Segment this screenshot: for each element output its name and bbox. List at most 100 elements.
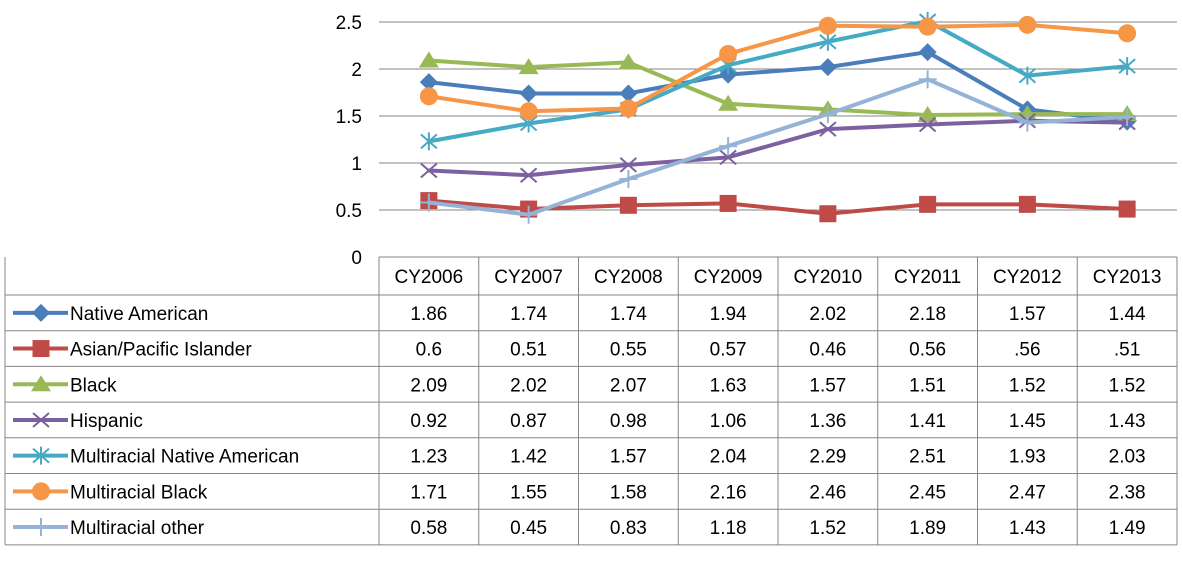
legend-key <box>13 518 68 537</box>
table-cell-value: 1.86 <box>410 304 447 325</box>
x-category-label: CY2012 <box>993 267 1062 288</box>
table-cell-value: 1.71 <box>410 482 447 503</box>
data-point <box>819 121 837 137</box>
table-cell-value: 0.98 <box>610 411 647 432</box>
table-cell-value: 1.74 <box>610 304 647 325</box>
y-tick-label: 1.5 <box>336 107 362 128</box>
data-point <box>917 106 938 123</box>
series-line <box>426 50 1130 124</box>
x-category-label: CY2011 <box>894 267 961 288</box>
series-name-label: Hispanic <box>70 411 143 432</box>
legend-key-marker <box>32 303 50 322</box>
legend-key <box>13 340 68 358</box>
table-cell-value: 1.43 <box>1009 518 1046 539</box>
table-cell-value: 1.51 <box>909 375 946 396</box>
table-cell-value: 1.41 <box>909 411 946 432</box>
table-cell-value: 2.04 <box>710 447 747 468</box>
legend-key <box>13 446 68 465</box>
data-point <box>719 149 737 166</box>
data-point <box>619 99 638 118</box>
table-cell-value: 0.51 <box>510 340 547 361</box>
legend-key <box>13 482 68 501</box>
table-cell-value: 2.46 <box>809 482 846 503</box>
y-tick-label: 1 <box>351 154 362 175</box>
table-cell-value: 2.03 <box>1109 447 1146 468</box>
table-cell-value: 1.45 <box>1009 411 1046 432</box>
table-cell-value: 0.92 <box>410 411 447 432</box>
data-point <box>1118 200 1136 218</box>
data-point <box>818 58 837 77</box>
data-point <box>918 43 937 62</box>
data-point <box>918 70 937 89</box>
data-point <box>918 116 937 133</box>
legend-key-marker <box>32 482 50 501</box>
legend-key <box>13 303 68 322</box>
data-point <box>518 58 539 75</box>
table-cell-value: 0.58 <box>410 518 447 539</box>
table-cell-value: 1.36 <box>809 411 846 432</box>
table-cell-value: 1.43 <box>1109 411 1146 432</box>
x-category-label: CY2008 <box>594 267 663 288</box>
data-point <box>819 205 837 223</box>
series-line <box>426 118 1130 178</box>
data-point <box>1018 66 1037 85</box>
table-cell-value: 0.45 <box>510 518 547 539</box>
x-category-label: CY2007 <box>494 267 563 288</box>
series-line <box>426 19 1130 144</box>
table-cell-value: 1.44 <box>1109 304 1146 325</box>
table-cell-value: 1.58 <box>610 482 647 503</box>
table-cell-value: 2.29 <box>809 447 846 468</box>
series-6 <box>419 70 1137 224</box>
table-cell-value: 1.74 <box>510 304 547 325</box>
data-point <box>519 102 538 121</box>
table-cell-value: 2.18 <box>909 304 946 325</box>
table-cell-value: 1.52 <box>1009 375 1046 396</box>
table-cell-value: 1.42 <box>510 447 547 468</box>
table-cell-value: 0.56 <box>909 340 946 361</box>
data-point <box>619 169 638 188</box>
table-cell-value: 1.57 <box>809 375 846 396</box>
table-cell-value: 1.89 <box>909 518 946 539</box>
series-line <box>426 77 1130 217</box>
x-category-label: CY2013 <box>1093 267 1162 288</box>
y-tick-label: 0 <box>351 248 362 269</box>
table-cell-value: 1.57 <box>1009 304 1046 325</box>
series-name-label: Multiracial Native American <box>70 447 299 468</box>
data-point <box>918 17 937 36</box>
legend-key-marker <box>32 518 50 537</box>
x-category-label: CY2009 <box>694 267 763 288</box>
table-cell-value: 2.02 <box>809 304 846 325</box>
data-point <box>719 194 737 212</box>
data-point <box>1018 195 1036 213</box>
table-cell-value: 0.87 <box>510 411 547 432</box>
data-point <box>818 16 837 35</box>
table-cell-value: 2.07 <box>610 375 647 396</box>
data-point <box>519 84 538 103</box>
table-cell-value: 2.16 <box>710 482 747 503</box>
legend-key-marker <box>32 340 50 358</box>
data-point <box>618 53 639 70</box>
table-cell-value: 1.52 <box>1109 375 1146 396</box>
data-point <box>818 105 837 124</box>
table-cell-value: 2.38 <box>1109 482 1146 503</box>
data-point <box>619 84 638 103</box>
table-cell-value: 2.47 <box>1009 482 1046 503</box>
table-cell-value: 1.63 <box>710 375 747 396</box>
data-point <box>1018 113 1037 132</box>
series-name-label: Multiracial Black <box>70 482 208 503</box>
data-point <box>519 167 538 183</box>
y-tick-label: 2 <box>351 60 362 81</box>
legend-key-marker <box>31 375 51 392</box>
data-point <box>1118 57 1136 76</box>
legend-key-marker <box>32 446 50 465</box>
table-cell-value: 0.55 <box>610 340 647 361</box>
series-5 <box>419 15 1137 121</box>
data-point <box>1118 107 1137 126</box>
table-cell-value: 2.51 <box>909 447 946 468</box>
data-point <box>919 195 937 213</box>
table-cell-value: 1.52 <box>809 518 846 539</box>
data-point <box>719 44 738 63</box>
series-line <box>426 22 1130 114</box>
table-cell-value: 0.57 <box>710 340 747 361</box>
data-point <box>819 32 837 51</box>
